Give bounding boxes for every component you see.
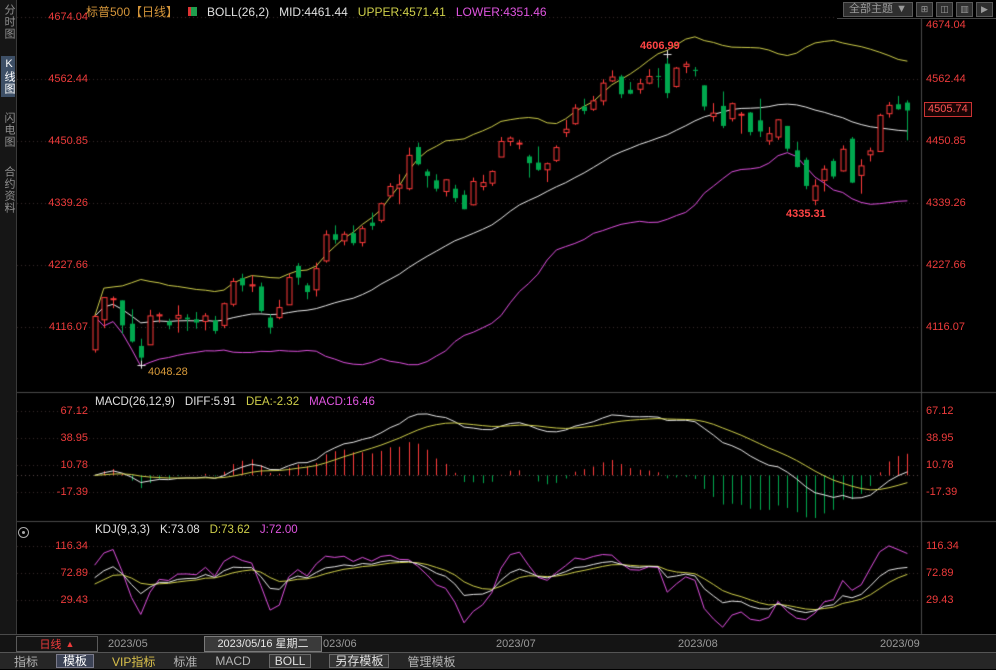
boll-lower-value: LOWER:4351.46: [455, 4, 547, 19]
toolbar-manage-template-button[interactable]: 管理模板: [407, 654, 456, 669]
kdj-d-value: D:73.62: [209, 524, 250, 536]
toolbar-boll-tab[interactable]: BOLL: [268, 654, 312, 668]
period-label: 日线: [39, 639, 62, 651]
macd-axis-left-label: 10.78: [60, 459, 88, 471]
date-label: 023/06: [323, 638, 357, 650]
price-axis-right-label: 4227.66: [926, 259, 966, 271]
macd-axis-left-label: 38.95: [60, 432, 88, 444]
macd-axis-right-label: 38.95: [926, 432, 954, 444]
top-controls: 全部主题 ▼ ⊞ ◫ ▥ ▶: [837, 0, 996, 19]
price-axis-left-label: 4450.85: [48, 135, 88, 147]
price-axis-right-label: 4562.44: [926, 73, 966, 85]
price-axis-left-label: 4227.66: [48, 259, 88, 271]
kdj-k-value: K:73.08: [159, 524, 200, 536]
kdj-panel-label-row: KDJ(9,3,3) K:73.08 D:73.62 J:72.00: [95, 524, 298, 536]
macd-axis-right-label: 10.78: [926, 459, 954, 471]
boll-indicator-label: BOLL(26,2): [207, 4, 270, 19]
kdj-axis-right-label: 116.34: [926, 540, 959, 552]
candle-indicator-icon: [188, 7, 198, 16]
macd-axis-left-label: 67.12: [60, 405, 88, 417]
price-axis-left-label: 4674.04: [48, 11, 88, 23]
chart-header: 标普500【日线】 BOLL(26,2) MID:4461.44 UPPER:4…: [86, 3, 547, 20]
last-price-badge: 4505.74: [924, 102, 972, 117]
date-label: 2023/07: [496, 638, 536, 650]
toolbar-indicators-tab[interactable]: 指标: [14, 654, 39, 669]
price-axis-left-label: 4339.26: [48, 197, 88, 209]
toolbar-vip-indicators-tab[interactable]: VIP指标: [112, 654, 156, 669]
sidebar-item-lightning-chart[interactable]: 闪电图: [3, 112, 15, 148]
macd-axis-right-label: 67.12: [926, 405, 954, 417]
theme-selector-dropdown[interactable]: 全部主题 ▼: [843, 1, 913, 17]
period-arrow-icon: ▲: [65, 639, 75, 649]
macd-axis-right-label: -17.39: [926, 486, 958, 498]
layout-rows-icon[interactable]: ▥: [956, 1, 973, 17]
toolbar-standard-tab[interactable]: 标准: [173, 654, 198, 669]
kdj-axis-left-label: 29.43: [60, 594, 88, 606]
price-axis-right-label: 4674.04: [926, 19, 966, 31]
kdj-axis-right-label: 72.89: [926, 567, 954, 579]
sidebar-item-kline-chart[interactable]: K线图: [1, 56, 15, 97]
toolbar-templates-tab[interactable]: 模板: [56, 654, 95, 668]
kdj-axis-right-label: 29.43: [926, 594, 954, 606]
timeline-bar: 日线 ▲ 2023/05 2023/05/16 星期二 023/06 2023/…: [0, 634, 996, 652]
macd-diff-value: DIFF:5.91: [184, 396, 237, 408]
macd-hist-value: MACD:16.46: [309, 396, 375, 408]
macd-dea-value: DEA:-2.32: [246, 396, 300, 408]
price-axis-left-label: 4116.07: [49, 321, 88, 333]
price-axis-right-label: 4116.07: [926, 321, 965, 333]
price-axis-right-label: 4450.85: [926, 135, 966, 147]
period-selector[interactable]: 日线 ▲: [16, 636, 98, 652]
layout-next-icon[interactable]: ▶: [976, 1, 993, 17]
date-label: 2023/09: [880, 638, 920, 650]
symbol-title: 标普500【日线】: [86, 5, 179, 19]
august-low-annotation: 4335.31: [786, 208, 826, 220]
date-label: 2023/08: [678, 638, 718, 650]
may-low-annotation: 4048.28: [148, 366, 188, 378]
date-label: 2023/05: [108, 638, 148, 650]
sidebar-item-contract-info[interactable]: 合约资料: [3, 166, 15, 214]
kdj-axis-left-label: 116.34: [55, 540, 88, 552]
price-axis-right-label: 4339.26: [926, 197, 966, 209]
selected-date-box: 2023/05/16 星期二: [204, 636, 322, 652]
layout-grid-icon[interactable]: ⊞: [916, 1, 933, 17]
kdj-axis-left-label: 72.89: [60, 567, 88, 579]
macd-axis-left-label: -17.39: [56, 486, 88, 498]
macd-title: MACD(26,12,9): [95, 396, 175, 408]
boll-upper-value: UPPER:4571.41: [357, 4, 446, 19]
kdj-title: KDJ(9,3,3): [95, 524, 150, 536]
indicator-settings-icon[interactable]: [18, 527, 29, 538]
bottom-toolbar: 指标 模板 VIP指标 标准 MACD BOLL 另存模板 管理模板: [0, 652, 996, 669]
sidebar: 分时图 K线图 闪电图 合约资料: [0, 0, 17, 634]
boll-mid-value: MID:4461.44: [279, 4, 348, 19]
kdj-j-value: J:72.00: [259, 524, 298, 536]
sidebar-item-time-chart[interactable]: 分时图: [3, 4, 15, 40]
toolbar-save-template-button[interactable]: 另存模板: [329, 654, 390, 668]
high-price-annotation: 4606.99: [640, 40, 680, 52]
toolbar-macd-tab[interactable]: MACD: [215, 654, 251, 668]
macd-panel-label-row: MACD(26,12,9) DIFF:5.91 DEA:-2.32 MACD:1…: [95, 396, 375, 408]
price-axis-left-label: 4562.44: [48, 73, 88, 85]
layout-split-icon[interactable]: ◫: [936, 1, 953, 17]
